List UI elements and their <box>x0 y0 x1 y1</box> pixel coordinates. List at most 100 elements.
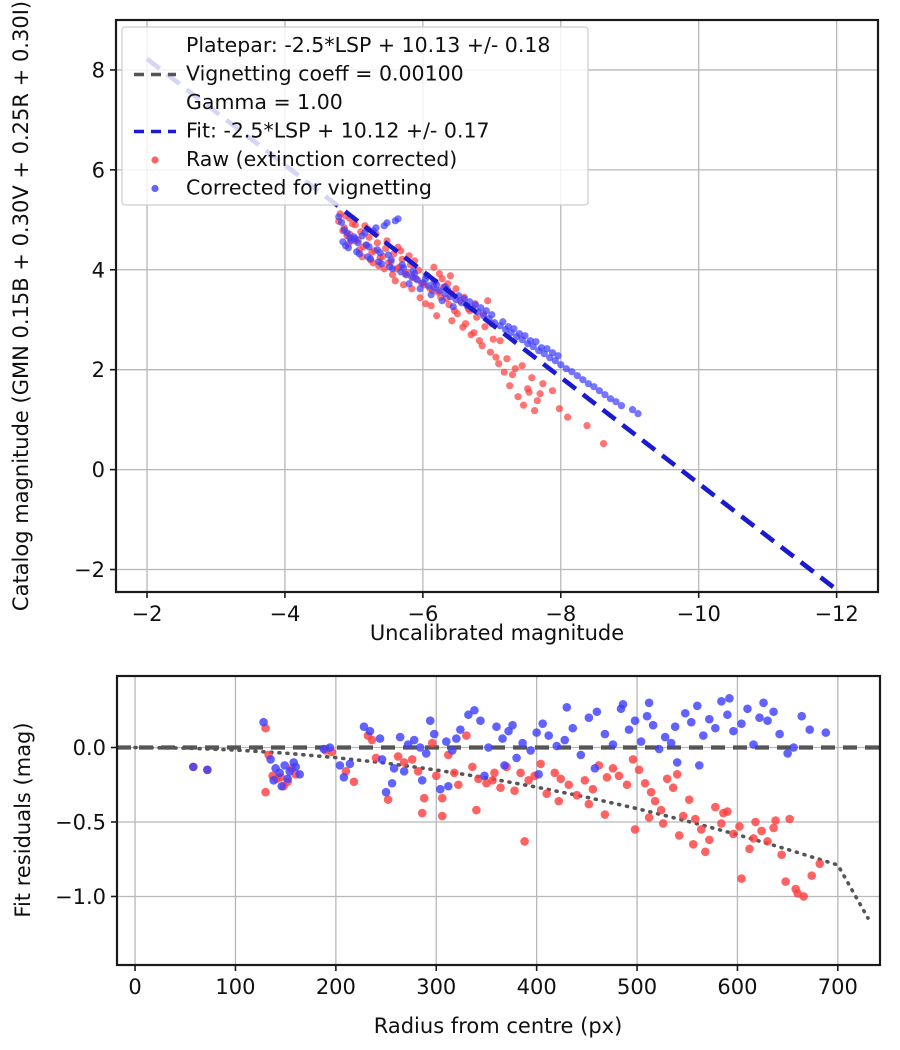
scatter-point <box>361 229 369 237</box>
scatter-point <box>533 397 541 405</box>
legend-entry-label: Corrected for vignetting <box>186 176 432 200</box>
scatter-point <box>584 380 592 388</box>
scatter-point <box>277 781 286 791</box>
scatter-point <box>275 768 284 778</box>
scatter-point <box>462 731 471 740</box>
scatter-point <box>564 413 572 421</box>
scatter-point <box>476 716 485 725</box>
scatter-point <box>448 317 456 325</box>
scatter-point <box>407 755 417 764</box>
scatter-point <box>692 701 702 711</box>
scatter-point <box>532 728 541 737</box>
scatter-point <box>427 738 437 748</box>
scatter-point <box>757 826 766 836</box>
scatter-point <box>630 716 640 725</box>
scatter-point <box>499 318 507 326</box>
scatter-point <box>719 808 728 818</box>
scatter-point <box>383 795 393 804</box>
scatter-point <box>590 764 600 773</box>
scatter-point <box>346 234 354 242</box>
axes-frame-top <box>114 18 880 594</box>
fit-line-dashed <box>145 57 835 589</box>
scatter-point <box>678 811 688 821</box>
scatter-point <box>548 349 557 357</box>
scatter-point <box>335 213 343 221</box>
scatter-point <box>650 796 660 806</box>
scatter-point <box>427 302 435 310</box>
x-tick-label: 500 <box>617 975 657 999</box>
scatter-point <box>291 762 301 772</box>
scatter-point <box>711 723 720 733</box>
scatter-point <box>717 819 726 828</box>
y-axis-label-bottom: Fit residuals (mag) <box>11 722 35 917</box>
scatter-point <box>510 325 518 333</box>
scatter-point <box>536 390 544 398</box>
scatter-point <box>763 837 772 846</box>
scatter-point <box>444 781 453 791</box>
scatter-point <box>599 440 608 448</box>
scatter-point <box>554 352 562 360</box>
scatter-point <box>568 723 578 733</box>
scatter-point <box>482 307 490 315</box>
scatter-point <box>534 770 543 779</box>
scatter-point <box>557 361 565 369</box>
scatter-point <box>729 726 738 736</box>
scatter-point <box>472 805 481 815</box>
scatter-point <box>355 250 364 258</box>
scatter-point <box>435 784 445 794</box>
x-tick-label: 0 <box>128 975 141 999</box>
scatter-point <box>417 775 427 785</box>
scatter-point <box>583 422 591 430</box>
scatter-point <box>348 220 357 228</box>
scatter-point <box>340 226 348 234</box>
x-tick-label: −6 <box>407 602 438 626</box>
scatter-point <box>189 762 198 772</box>
scatter-point <box>516 768 525 778</box>
y-tick-label: 8 <box>92 58 105 82</box>
scatter-point <box>422 300 430 308</box>
scatter-point <box>749 740 758 749</box>
scatter-point <box>452 285 460 293</box>
scatter-point <box>405 280 413 288</box>
scatter-point <box>441 737 451 746</box>
scatter-point <box>618 700 628 709</box>
scatter-point <box>399 767 409 776</box>
y-tick-label: 2 <box>92 358 105 382</box>
scatter-point <box>755 713 764 723</box>
scatter-point <box>459 323 467 331</box>
scatter-point <box>399 758 409 767</box>
scatter-point <box>797 711 806 721</box>
scatter-point <box>367 735 377 745</box>
scatter-point <box>381 787 391 797</box>
legend-entry-label: Fit: -2.5*LSP + 10.12 +/- 0.17 <box>186 119 490 143</box>
scatter-point <box>777 850 786 860</box>
scatter-point <box>662 774 672 784</box>
scatter-point <box>486 348 495 356</box>
scatter-point <box>684 795 694 804</box>
scatter-point <box>552 741 562 751</box>
scatter-point <box>763 716 772 725</box>
scatter-point <box>427 291 435 299</box>
scatter-point <box>600 729 610 739</box>
x-tick-label: 700 <box>818 975 858 999</box>
calibration-scatter-panel: −2 −4 −6 −8 −10 −12 −2 0 2 4 6 8 Platepar: -2.5*LSP… <box>9 1 880 645</box>
scatter-point <box>759 698 768 708</box>
scatter-point <box>424 282 432 290</box>
scatter-point <box>500 761 509 770</box>
scatter-point <box>495 360 503 368</box>
scatter-point <box>464 710 473 720</box>
scatter-point <box>789 743 798 752</box>
legend-entry-label: Platepar: -2.5*LSP + 10.13 +/- 0.18 <box>186 33 550 57</box>
x-axis-label-bottom: Radius from centre (px) <box>374 1014 623 1038</box>
scatter-point <box>573 372 581 380</box>
scatter-point <box>449 303 457 311</box>
scatter-point <box>717 697 726 706</box>
scatter-point <box>470 705 479 715</box>
x-tick-label: −10 <box>677 602 721 626</box>
legend-entry-label: Raw (extinction corrected) <box>186 147 457 171</box>
scatter-point <box>519 401 528 409</box>
scatter-point <box>500 368 508 376</box>
scatter-point <box>359 722 369 731</box>
scatter-point <box>630 825 640 834</box>
scatter-point <box>680 708 690 718</box>
